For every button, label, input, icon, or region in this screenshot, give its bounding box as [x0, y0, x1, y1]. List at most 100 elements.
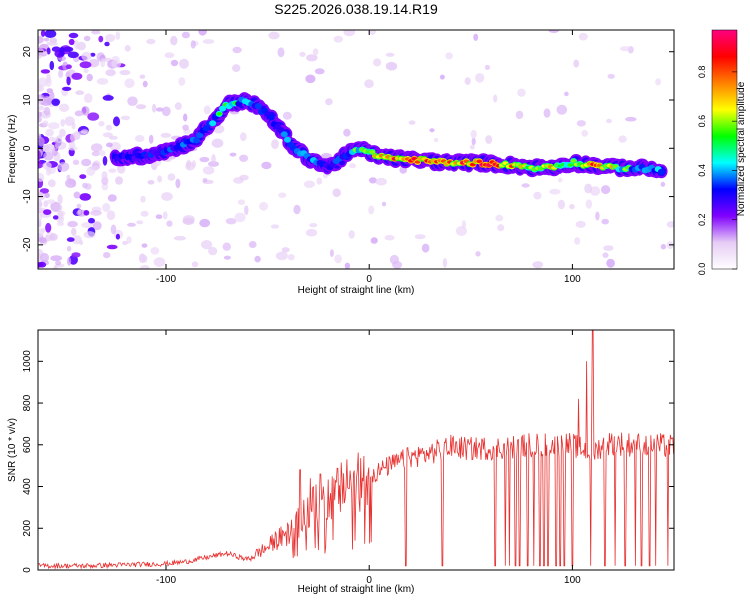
noise-speck	[105, 69, 116, 77]
noise-speck	[248, 241, 257, 248]
spectrogram-y-label: Frequency (Hz)	[7, 115, 18, 184]
noise-speck	[268, 31, 280, 40]
noise-speck	[76, 203, 82, 209]
noise-speck	[57, 162, 70, 172]
noise-speck	[655, 78, 661, 86]
noise-speck	[170, 59, 179, 67]
noise-speck	[77, 209, 82, 215]
noise-speck	[497, 224, 505, 232]
noise-speck	[384, 234, 395, 241]
noise-speck	[208, 246, 218, 256]
noise-speck	[45, 222, 52, 233]
noise-speck	[44, 30, 57, 38]
colorbar-tick-label: 0.2	[697, 213, 707, 226]
snr-x-label: Height of straight line (km)	[298, 584, 415, 595]
noise-speck	[475, 73, 485, 83]
snr-series-line	[38, 330, 674, 570]
y-tick-label: 400	[22, 478, 33, 495]
noise-speck	[102, 203, 111, 212]
ridge-peak	[567, 163, 574, 167]
noise-speck	[79, 193, 91, 201]
noise-speck	[309, 223, 318, 228]
noise-speck	[314, 68, 325, 75]
noise-speck	[40, 30, 46, 37]
noise-speck	[533, 191, 542, 200]
noise-speck	[38, 150, 41, 161]
noise-speck	[38, 261, 47, 268]
noise-speck	[53, 265, 58, 269]
ridge-peak	[216, 112, 223, 116]
noise-speck	[38, 160, 44, 169]
noise-speck	[299, 51, 306, 57]
noise-speck	[113, 116, 120, 127]
noise-speck	[110, 224, 117, 235]
noise-speck	[316, 177, 323, 185]
noise-speck	[164, 52, 175, 59]
noise-speck	[38, 77, 48, 88]
noise-speck	[421, 243, 430, 253]
noise-speck	[67, 256, 72, 266]
noise-speck	[344, 262, 351, 269]
noise-speck	[142, 80, 148, 88]
noise-speck	[278, 192, 287, 198]
noise-speck	[103, 252, 111, 259]
snr-plot-area	[38, 330, 674, 570]
noise-speck	[43, 51, 48, 56]
noise-speck	[543, 108, 551, 118]
spectrogram-heatmap	[38, 30, 674, 269]
figure-title: S225.2026.038.19.14.R19	[274, 1, 438, 17]
noise-speck	[574, 237, 581, 245]
noise-speck	[179, 58, 189, 69]
noise-speck	[333, 35, 343, 43]
noise-speck	[469, 144, 475, 150]
noise-speck	[101, 171, 108, 180]
noise-speck	[464, 77, 471, 85]
noise-speck	[104, 41, 110, 47]
noise-speck	[170, 35, 178, 46]
noise-speck	[181, 31, 190, 39]
noise-speck	[334, 254, 342, 264]
noise-speck	[590, 186, 601, 196]
noise-speck	[332, 188, 341, 197]
noise-speck	[106, 244, 118, 250]
noise-speck	[343, 30, 356, 37]
noise-speck	[601, 218, 609, 225]
noise-speck	[43, 37, 50, 42]
noise-speck	[569, 204, 575, 210]
noise-speck	[211, 154, 216, 164]
noise-speck	[275, 251, 288, 261]
noise-speck	[190, 40, 196, 49]
noise-speck	[96, 78, 109, 85]
noise-speck	[202, 166, 215, 175]
noise-speck	[45, 77, 52, 87]
noise-speck	[521, 183, 530, 188]
noise-speck	[191, 160, 196, 168]
noise-speck	[124, 78, 135, 88]
noise-speck	[198, 30, 207, 36]
noise-speck	[83, 210, 90, 216]
noise-speck	[161, 192, 173, 201]
noise-speck	[68, 38, 75, 46]
noise-speck	[329, 249, 334, 257]
spectrogram-frame	[37, 29, 675, 270]
noise-speck	[493, 94, 498, 103]
noise-speck	[349, 163, 356, 169]
noise-speck	[385, 52, 395, 57]
noise-speck	[120, 115, 131, 121]
ridge-core	[267, 114, 275, 121]
noise-speck	[602, 252, 609, 258]
noise-speck	[603, 245, 614, 252]
noise-speck	[485, 135, 493, 144]
noise-speck	[65, 178, 77, 188]
x-tick-label: 0	[366, 575, 372, 586]
noise-speck	[625, 116, 637, 122]
noise-speck	[606, 118, 612, 124]
noise-speck	[79, 240, 84, 246]
noise-speck	[84, 183, 92, 190]
noise-speck	[66, 245, 72, 252]
noise-speck	[150, 247, 160, 255]
noise-speck	[182, 124, 189, 131]
noise-speck	[73, 191, 81, 199]
noise-speck	[576, 120, 586, 127]
noise-speck	[40, 69, 51, 74]
